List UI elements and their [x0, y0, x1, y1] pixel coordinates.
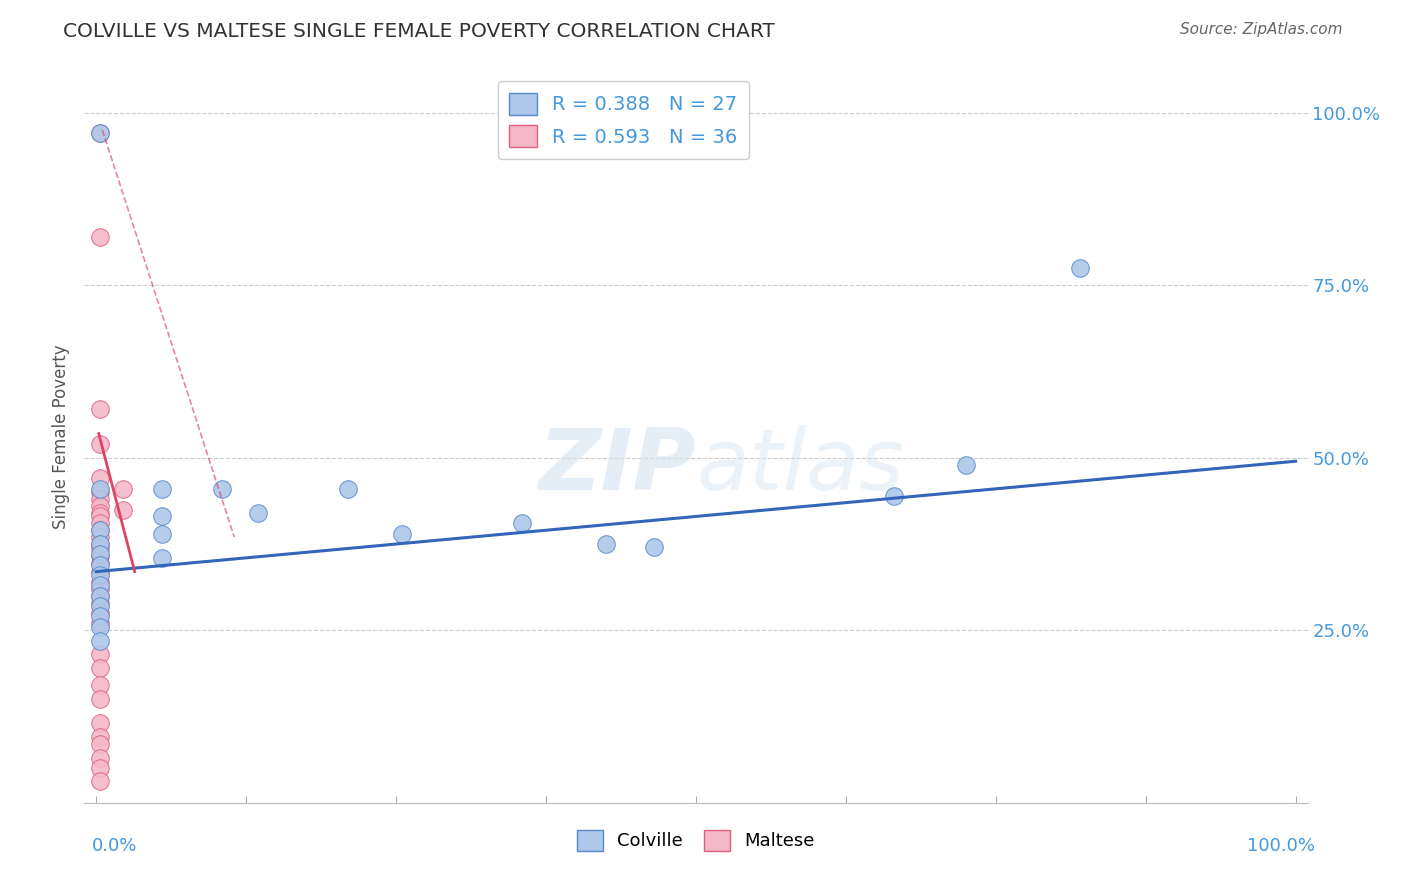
- Point: [89, 606, 111, 620]
- Text: 100.0%: 100.0%: [1247, 837, 1315, 855]
- Point: [89, 530, 111, 544]
- Point: [595, 537, 617, 551]
- Point: [337, 482, 360, 496]
- Point: [89, 761, 111, 775]
- Point: [89, 599, 111, 614]
- Point: [89, 541, 111, 556]
- Point: [89, 661, 111, 675]
- Point: [89, 482, 111, 496]
- Point: [89, 499, 111, 513]
- Point: [89, 509, 111, 524]
- Point: [89, 609, 111, 624]
- Point: [89, 402, 111, 417]
- Point: [111, 482, 134, 496]
- Text: ZIP: ZIP: [538, 425, 696, 508]
- Point: [89, 523, 111, 537]
- Point: [510, 516, 533, 531]
- Point: [89, 548, 111, 562]
- Point: [89, 596, 111, 610]
- Point: [89, 127, 111, 141]
- Point: [89, 737, 111, 751]
- Point: [89, 471, 111, 485]
- Point: [89, 678, 111, 692]
- Point: [150, 550, 173, 565]
- Point: [111, 502, 134, 516]
- Point: [89, 578, 111, 592]
- Y-axis label: Single Female Poverty: Single Female Poverty: [52, 345, 70, 529]
- Point: [89, 616, 111, 631]
- Text: atlas: atlas: [696, 425, 904, 508]
- Point: [89, 485, 111, 500]
- Point: [89, 492, 111, 507]
- Point: [89, 716, 111, 731]
- Point: [150, 526, 173, 541]
- Point: [391, 526, 413, 541]
- Point: [89, 751, 111, 765]
- Point: [89, 574, 111, 589]
- Point: [89, 549, 111, 563]
- Point: [1069, 260, 1091, 275]
- Point: [89, 620, 111, 634]
- Point: [89, 556, 111, 570]
- Point: [89, 633, 111, 648]
- Point: [955, 458, 977, 472]
- Text: Source: ZipAtlas.com: Source: ZipAtlas.com: [1180, 22, 1343, 37]
- Point: [883, 489, 905, 503]
- Text: COLVILLE VS MALTESE SINGLE FEMALE POVERTY CORRELATION CHART: COLVILLE VS MALTESE SINGLE FEMALE POVERT…: [63, 22, 775, 41]
- Point: [89, 648, 111, 662]
- Point: [211, 482, 233, 496]
- Point: [89, 773, 111, 788]
- Point: [89, 506, 111, 520]
- Point: [89, 731, 111, 745]
- Point: [89, 692, 111, 706]
- Point: [150, 509, 173, 524]
- Point: [89, 437, 111, 451]
- Legend: Colville, Maltese: Colville, Maltese: [568, 821, 824, 860]
- Point: [89, 523, 111, 537]
- Point: [89, 537, 111, 551]
- Text: 0.0%: 0.0%: [91, 837, 136, 855]
- Point: [643, 541, 665, 555]
- Point: [89, 589, 111, 603]
- Point: [89, 516, 111, 531]
- Point: [247, 506, 270, 520]
- Point: [89, 558, 111, 572]
- Point: [89, 582, 111, 596]
- Point: [89, 127, 111, 141]
- Point: [89, 565, 111, 579]
- Point: [89, 589, 111, 603]
- Point: [150, 482, 173, 496]
- Point: [89, 568, 111, 582]
- Point: [89, 230, 111, 244]
- Point: [89, 537, 111, 551]
